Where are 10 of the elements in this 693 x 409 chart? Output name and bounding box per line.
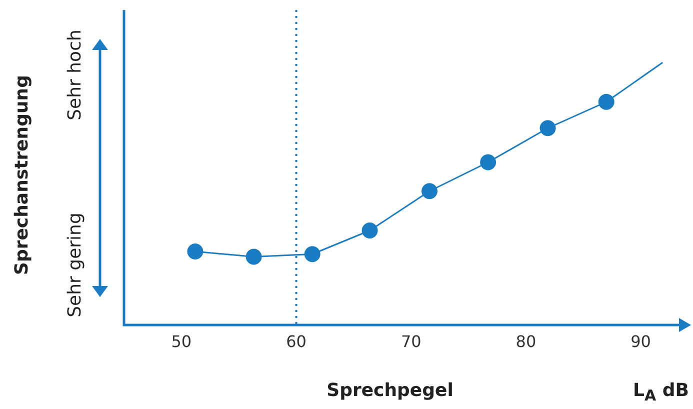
x-tick-label: 80 xyxy=(516,332,536,351)
x-axis-title: Sprechpegel xyxy=(326,380,454,401)
x-tick-label: 50 xyxy=(171,332,192,351)
text: Sehr hoch xyxy=(64,30,86,120)
x-tick-label: 70 xyxy=(400,332,422,351)
x-tick-label: 60 xyxy=(286,332,306,351)
text: Sprechanstrengung xyxy=(12,75,32,275)
x-tick-label: 90 xyxy=(630,332,651,351)
text: Sehr gering xyxy=(64,212,86,318)
text: L$_{A}$ dB xyxy=(633,380,689,405)
